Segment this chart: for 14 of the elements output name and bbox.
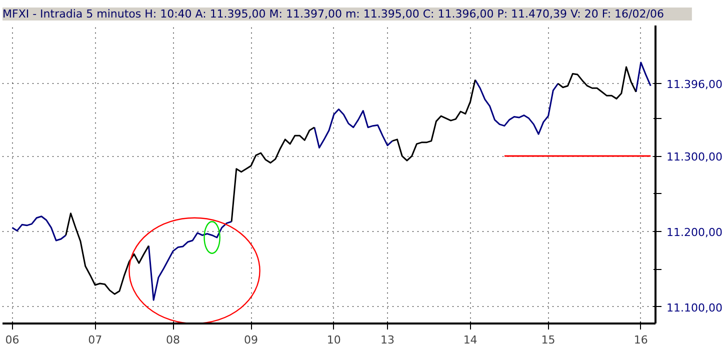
y-tick-label: 11.200,00 <box>666 226 722 239</box>
y-tick-label: 11.100,00 <box>666 301 722 314</box>
x-tick-label: 07 <box>88 334 102 346</box>
x-tick-label: 16 <box>634 334 648 346</box>
x-tick-label: 10 <box>326 334 341 346</box>
y-tick-label: 11.396,00 <box>666 78 722 92</box>
x-tick-label: 14 <box>463 334 478 346</box>
x-tick-label: 09 <box>244 334 258 346</box>
chart-title: MFXI - Intradia 5 minutos H: 10:40 A: 11.395,00 M: 11.397,00 m: 11.395,00 C: 11.396,00 P: 11.470,39 V: 20 F: 16/02/06 <box>2 8 664 20</box>
x-tick-label: 13 <box>380 334 394 346</box>
y-tick-label: 11.300,00 <box>666 150 722 164</box>
x-tick-label: 15 <box>541 334 556 346</box>
x-tick-label: 06 <box>5 334 20 346</box>
x-tick-label: 08 <box>166 334 180 346</box>
